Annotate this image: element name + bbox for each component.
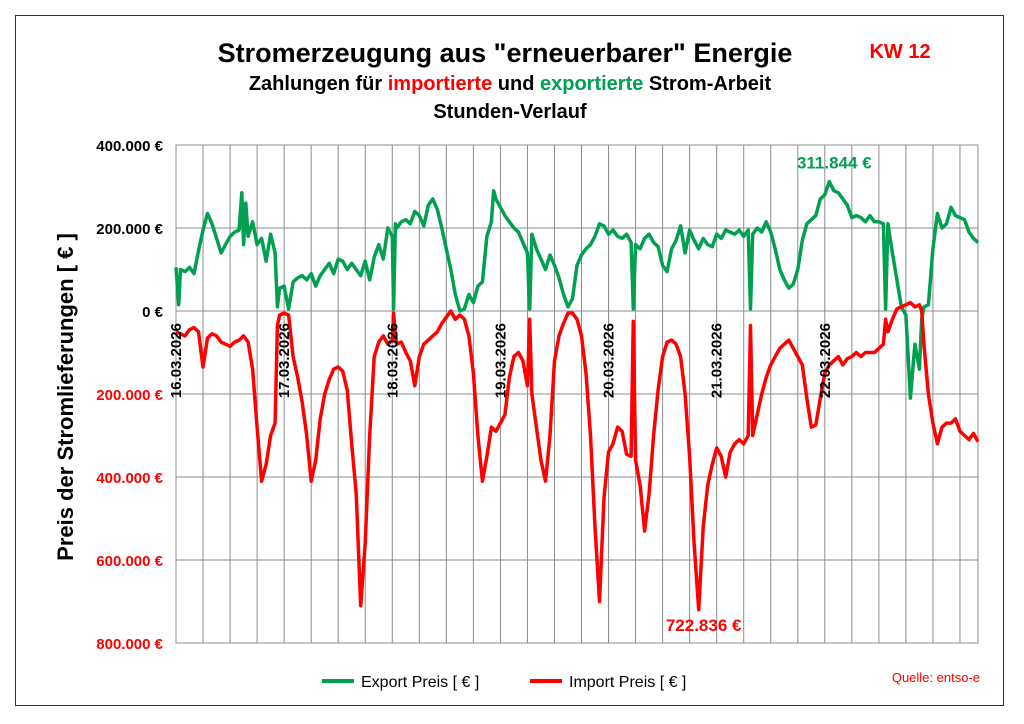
- subtitle-suffix: Strom-Arbeit: [649, 73, 772, 95]
- legend-import-label: Import Preis [ € ]: [569, 674, 686, 691]
- day-label: 21.03.2026: [709, 323, 726, 398]
- y-tick-label: 0 €: [142, 304, 164, 321]
- subtitle-export-word: exportierte: [540, 73, 643, 95]
- y-tick-label: 200.000 €: [96, 387, 163, 404]
- y-tick-label: 400.000 €: [96, 138, 163, 155]
- day-label: 16.03.2026: [168, 323, 185, 398]
- day-label: 18.03.2026: [384, 323, 401, 398]
- source-note: Quelle: entso-e: [892, 670, 980, 685]
- chart-subtitle-2: Stunden-Verlauf: [433, 101, 587, 123]
- import-price-line: [175, 300, 980, 612]
- y-tick-label: 400.000 €: [96, 470, 163, 487]
- subtitle-prefix: Zahlungen für: [249, 73, 383, 95]
- y-axis-title: Preis der Stromlieferungen [ € ]: [53, 233, 78, 561]
- day-label: 20.03.2026: [601, 323, 618, 398]
- plot-area: 400.000 € 200.000 € 0 € 200.000 € 400.000 € 6…: [96, 138, 980, 653]
- plot-border: [175, 144, 979, 644]
- y-tick-label: 600.000 €: [96, 553, 163, 570]
- legend-export-label: Export Preis [ € ]: [361, 674, 479, 691]
- max-import-annotation: 722.836 €: [666, 616, 742, 635]
- subtitle-middle: und: [498, 73, 535, 95]
- day-label: 22.03.2026: [817, 323, 834, 398]
- chart-subtitle: Zahlungen für importierte und exportiert…: [249, 73, 772, 95]
- export-price-line: [174, 179, 980, 400]
- day-label: 17.03.2026: [276, 323, 293, 398]
- day-label: 19.03.2026: [492, 323, 509, 398]
- y-tick-label: 800.000 €: [96, 636, 163, 653]
- subtitle-import-word: importierte: [388, 73, 492, 95]
- week-badge: KW 12: [869, 41, 930, 63]
- y-tick-label: 200.000 €: [96, 221, 163, 238]
- max-export-annotation: 311.844 €: [797, 154, 872, 173]
- chart-title: Stromerzeugung aus "erneuerbarer" Energi…: [218, 38, 793, 68]
